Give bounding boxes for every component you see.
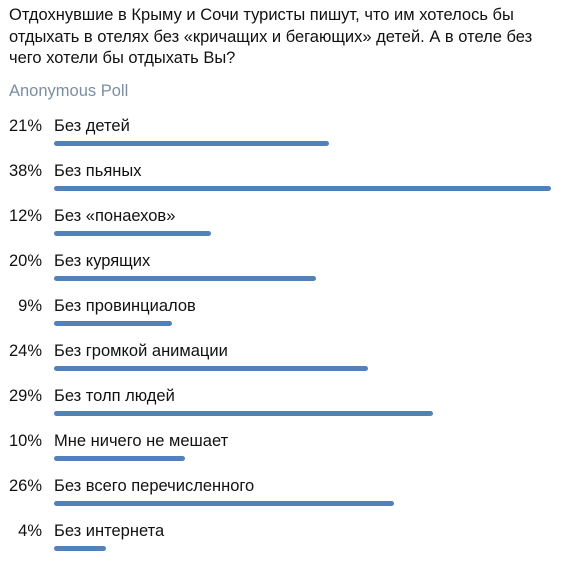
poll-option-bar bbox=[54, 231, 211, 236]
poll-option[interactable]: 20% Без курящих bbox=[0, 249, 563, 294]
poll-option-label: Без толп людей bbox=[54, 387, 175, 405]
poll-option-bar-track bbox=[54, 411, 551, 416]
poll-option-bar bbox=[54, 456, 185, 461]
poll-option-percent: 21% bbox=[8, 117, 42, 135]
poll-option-bar bbox=[54, 366, 368, 371]
poll-option-bar bbox=[54, 411, 433, 416]
poll-option-label: Без курящих bbox=[54, 252, 151, 270]
poll-option-label: Без детей bbox=[54, 117, 130, 135]
poll-option-label: Без провинциалов bbox=[54, 297, 196, 315]
poll-option-label: Без пьяных bbox=[54, 162, 142, 180]
poll-option-label: Без громкой анимации bbox=[54, 342, 228, 360]
poll-option-bar-track bbox=[54, 366, 551, 371]
poll-option[interactable]: 10% Мне ничего не мешает bbox=[0, 429, 563, 474]
poll-option-label: Мне ничего не мешает bbox=[54, 432, 229, 450]
poll-option[interactable]: 24% Без громкой анимации bbox=[0, 339, 563, 384]
poll-option[interactable]: 38% Без пьяных bbox=[0, 159, 563, 204]
poll-option-percent: 38% bbox=[8, 162, 42, 180]
poll-option[interactable]: 21% Без детей bbox=[0, 114, 563, 159]
poll-options: 21% Без детей 38% Без пьяных 12% Без «понаехо… bbox=[0, 114, 563, 564]
poll-option-percent: 12% bbox=[8, 207, 42, 225]
poll-option-percent: 4% bbox=[18, 522, 42, 540]
poll-option-bar bbox=[54, 276, 316, 281]
poll-option-bar-track bbox=[54, 186, 551, 191]
poll-option-bar bbox=[54, 501, 394, 506]
poll-option-bar-track bbox=[54, 456, 551, 461]
poll-option-percent: 10% bbox=[8, 432, 42, 450]
poll-option-bar-track bbox=[54, 141, 551, 146]
poll-option-bar bbox=[54, 141, 329, 146]
poll-option-bar bbox=[54, 186, 551, 191]
poll-option-label: Без всего перечисленного bbox=[54, 477, 255, 495]
poll-option[interactable]: 12% Без «понаехов» bbox=[0, 204, 563, 249]
poll-option-bar-track bbox=[54, 321, 551, 326]
poll-option-label: Без интернета bbox=[54, 522, 165, 540]
poll-option-bar-track bbox=[54, 276, 551, 281]
poll-option[interactable]: 26% Без всего перечисленного bbox=[0, 474, 563, 519]
poll-option-bar-track bbox=[54, 546, 551, 551]
poll-option-bar-track bbox=[54, 501, 551, 506]
poll-option-percent: 20% bbox=[8, 252, 42, 270]
poll-option[interactable]: 9% Без провинциалов bbox=[0, 294, 563, 339]
poll-type-label: Anonymous Poll bbox=[9, 82, 129, 100]
poll-option[interactable]: 29% Без толп людей bbox=[0, 384, 563, 429]
poll-option-percent: 9% bbox=[18, 297, 42, 315]
poll-question: Отдохнувшие в Крыму и Сочи туристы пишут… bbox=[9, 6, 533, 67]
poll-option-percent: 29% bbox=[8, 387, 42, 405]
poll-option[interactable]: 4% Без интернета bbox=[0, 519, 563, 564]
poll-option-bar bbox=[54, 546, 106, 551]
poll-option-bar-track bbox=[54, 231, 551, 236]
poll-option-percent: 26% bbox=[8, 477, 42, 495]
poll-option-bar bbox=[54, 321, 172, 326]
poll-option-label: Без «понаехов» bbox=[54, 207, 176, 225]
poll-option-percent: 24% bbox=[8, 342, 42, 360]
